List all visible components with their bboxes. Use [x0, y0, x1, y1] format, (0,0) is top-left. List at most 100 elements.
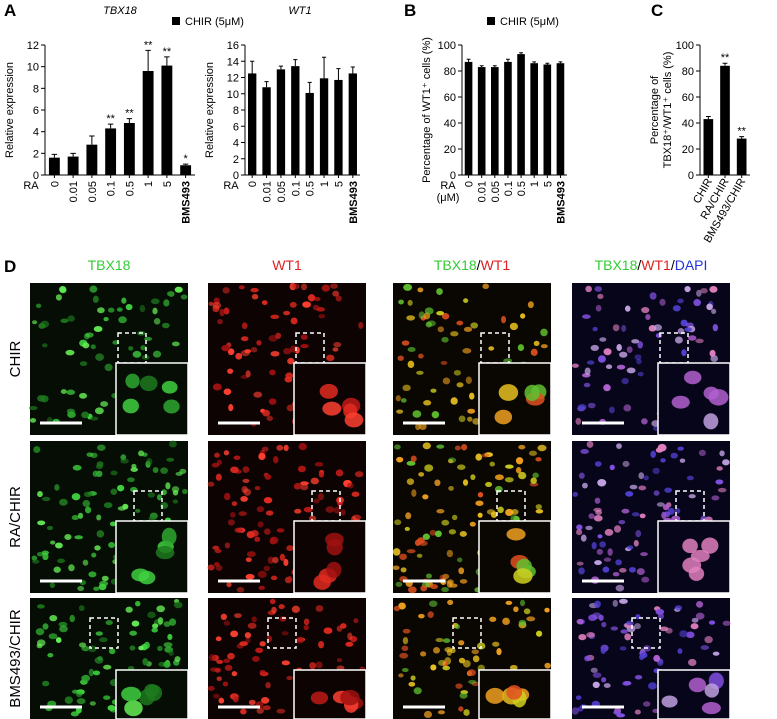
nucleus [584, 655, 591, 662]
bar [262, 87, 271, 175]
nucleus [430, 584, 438, 590]
bar [105, 128, 117, 175]
nucleus [583, 382, 591, 388]
nucleus [354, 471, 364, 478]
nucleus [287, 357, 295, 365]
nucleus [468, 679, 477, 684]
nucleus [621, 324, 627, 332]
nucleus [588, 614, 598, 621]
nucleus [431, 411, 440, 419]
nucleus [462, 479, 469, 486]
nucleus [254, 536, 261, 542]
row-label: RA/CHIR [7, 486, 24, 548]
nucleus [614, 525, 622, 533]
nucleus [594, 600, 601, 608]
nucleus [652, 467, 660, 475]
micrograph [30, 598, 189, 719]
nucleus [132, 350, 142, 358]
nucleus [82, 559, 89, 566]
inset-nucleus [313, 574, 331, 590]
nucleus [626, 545, 634, 550]
nucleus [59, 625, 68, 633]
nucleus [222, 287, 230, 294]
micrograph [207, 598, 367, 719]
nucleus [709, 285, 718, 293]
nucleus [418, 613, 425, 619]
y-tick-label: 40 [444, 118, 456, 130]
nucleus [264, 528, 271, 535]
nucleus [143, 641, 150, 649]
nucleus [57, 558, 66, 564]
nucleus [303, 506, 313, 513]
nucleus [108, 648, 116, 655]
nucleus [90, 344, 96, 350]
nucleus [272, 556, 279, 564]
nucleus [686, 631, 695, 639]
inset-nucleus [703, 413, 719, 430]
nucleus [82, 500, 91, 508]
nucleus [228, 403, 234, 412]
nucleus [436, 444, 445, 449]
nucleus [610, 626, 619, 631]
significance: ** [125, 108, 134, 120]
nucleus [74, 535, 84, 540]
bar [477, 67, 486, 175]
nucleus [223, 450, 230, 456]
nucleus [152, 467, 159, 473]
nucleus [604, 528, 614, 536]
nucleus [31, 555, 38, 561]
nucleus [270, 575, 278, 581]
nucleus [345, 641, 354, 647]
nucleus [544, 662, 551, 669]
nucleus [463, 326, 473, 332]
nucleus [330, 283, 338, 289]
nucleus [244, 632, 252, 639]
nucleus [612, 572, 620, 577]
nucleus [128, 346, 134, 351]
nucleus [427, 611, 434, 618]
error-bar [278, 65, 284, 70]
nucleus [256, 707, 264, 714]
nucleus [603, 557, 612, 562]
header-part: TBX18 [595, 257, 638, 273]
nucleus [470, 474, 476, 481]
bar [491, 67, 499, 175]
nucleus [172, 489, 179, 496]
nucleus [405, 512, 412, 520]
inset-nucleus [498, 384, 519, 401]
nucleus [254, 486, 261, 491]
nucleus [616, 443, 622, 449]
nucleus [467, 416, 473, 422]
inset-nucleus [322, 401, 342, 416]
nucleus [436, 310, 445, 316]
nucleus [631, 512, 640, 517]
column-header: TBX18/WT1 [434, 257, 510, 273]
error-bar [519, 52, 523, 55]
y-tick-label: 20 [682, 144, 694, 156]
nucleus [100, 401, 109, 407]
nucleus [410, 455, 417, 463]
nucleus [450, 397, 458, 405]
nucleus [88, 571, 97, 578]
nucleus [215, 636, 222, 642]
row-label: BMS493/CHIR [7, 609, 24, 708]
nucleus [619, 567, 627, 573]
inset [293, 520, 367, 594]
header-part: TBX18 [434, 257, 477, 273]
y-tick-label: 20 [444, 144, 456, 156]
nucleus [641, 306, 650, 314]
nucleus [400, 567, 407, 573]
x-tick-label: 1 [143, 181, 155, 187]
bar [86, 144, 98, 175]
nucleus [211, 462, 220, 468]
nucleus [616, 713, 626, 718]
nucleus [520, 313, 526, 319]
nucleus [67, 411, 76, 418]
nucleus [246, 531, 255, 539]
nucleus [42, 680, 50, 687]
nucleus [238, 285, 245, 290]
zoom-box [452, 617, 482, 649]
y-tick-label: 6 [233, 121, 239, 133]
nucleus [286, 545, 294, 552]
nucleus [670, 452, 678, 459]
